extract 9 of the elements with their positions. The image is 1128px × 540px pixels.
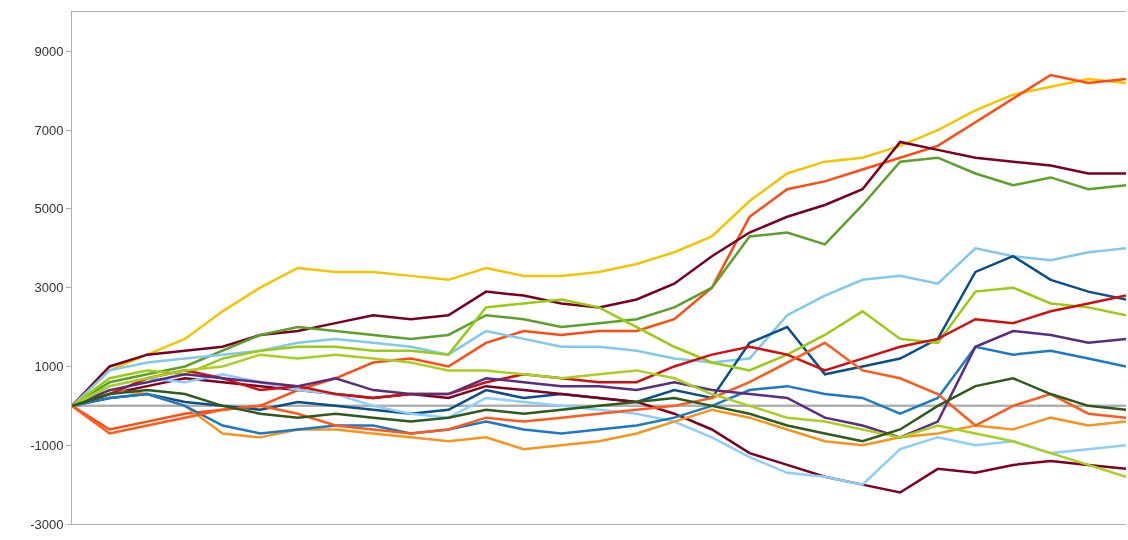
y-tick-label: 5000 (34, 201, 64, 217)
y-tick-label: 3000 (34, 280, 64, 296)
line-series (72, 353, 1126, 478)
y-tick-label: -3000 (30, 516, 64, 532)
y-tick-label: 7000 (34, 122, 64, 138)
y-tick-label: 1000 (34, 359, 64, 375)
y-tick-label: -1000 (30, 437, 64, 453)
line-series (72, 377, 1126, 443)
y-tick-label: 9000 (34, 43, 64, 59)
